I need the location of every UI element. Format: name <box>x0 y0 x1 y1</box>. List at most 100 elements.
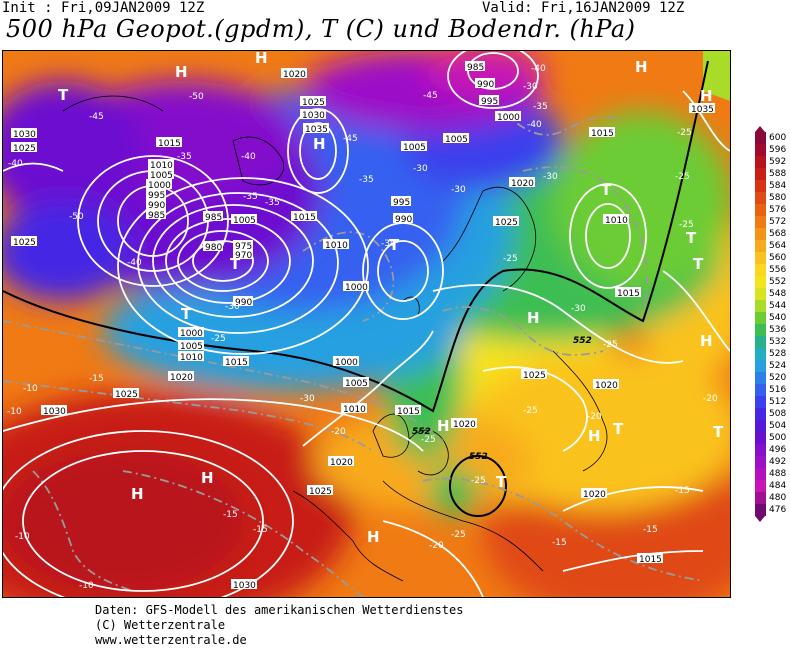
legend-label: 572 <box>769 217 787 227</box>
legend-swatch <box>755 324 766 336</box>
legend-entry: 568 <box>749 228 789 240</box>
isotherms <box>3 110 704 597</box>
temp-label: -25 <box>451 530 466 540</box>
legend-label: 588 <box>769 169 787 179</box>
legend-entry: 584 <box>749 180 789 192</box>
legend-swatch <box>755 288 766 300</box>
isobar-label: 1000 <box>180 329 203 339</box>
temp-label: -25 <box>211 334 226 344</box>
temp-label: -30 <box>300 394 315 404</box>
temp-label: -25 <box>677 128 692 138</box>
high-marker: H <box>700 332 713 350</box>
legend-entry: 552 <box>749 276 789 288</box>
high-marker: H <box>437 417 450 435</box>
legend-swatch <box>755 372 766 384</box>
high-marker: H <box>131 485 144 503</box>
legend-entry: 572 <box>749 216 789 228</box>
legend-label: 540 <box>769 313 787 323</box>
isobar-label: 1030 <box>43 407 66 417</box>
isobar-label: 990 <box>477 80 494 90</box>
high-marker: H <box>527 309 540 327</box>
temp-label: -15 <box>552 538 567 548</box>
temp-label: -30 <box>451 185 466 195</box>
init-time: Init : Fri,09JAN2009 12Z <box>2 0 205 16</box>
legend-entry: 508 <box>749 408 789 420</box>
temp-label: -30 <box>381 239 396 249</box>
legend-entry: 576 <box>749 204 789 216</box>
isobar-label: 1025 <box>309 487 332 497</box>
legend-entry: 516 <box>749 384 789 396</box>
temp-label: -20 <box>703 394 718 404</box>
isobar-label: 995 <box>148 191 165 201</box>
footer: Daten: GFS-Modell des amerikanischen Wet… <box>95 603 463 648</box>
low-marker: T <box>496 473 507 491</box>
legend-entry: 588 <box>749 168 789 180</box>
isobar-label: 1025 <box>495 218 518 228</box>
legend-label: 480 <box>769 493 787 503</box>
temp-label: -10 <box>79 581 94 591</box>
legend-label: 492 <box>769 457 787 467</box>
legend-swatch <box>755 468 766 480</box>
legend-entry: 520 <box>749 372 789 384</box>
temp-label: -40 <box>8 159 23 169</box>
legend-entry: 500 <box>749 432 789 444</box>
temp-label: -15 <box>223 510 238 520</box>
temp-label: -35 <box>359 175 374 185</box>
legend-label: 564 <box>769 241 787 251</box>
isobar-label: 990 <box>235 298 252 308</box>
isobar-label: 1020 <box>595 381 618 391</box>
temp-label: -30 <box>225 302 240 312</box>
isobar-label: 1025 <box>115 390 138 400</box>
isobar-label: 1005 <box>403 143 426 153</box>
weather-map: 1020 1025 1030 1035 1030 1025 1015 1010 … <box>2 50 731 598</box>
isobar-label: 1000 <box>345 283 368 293</box>
temp-label: -30 <box>571 304 586 314</box>
isobar-label: 1010 <box>150 161 173 171</box>
legend-label: 504 <box>769 421 787 431</box>
temp-label: -25 <box>421 435 436 445</box>
legend-entry: 592 <box>749 156 789 168</box>
isobar-label: 1015 <box>617 289 640 299</box>
temp-label: -45 <box>343 134 358 144</box>
legend-swatch <box>755 396 766 408</box>
legend-label: 484 <box>769 481 787 491</box>
legend-swatch <box>755 216 766 228</box>
legend-swatch <box>755 312 766 324</box>
high-marker: H <box>635 58 648 76</box>
legend-label: 500 <box>769 433 787 443</box>
low-marker: T <box>389 236 400 254</box>
isobar-label: 975 <box>235 242 252 252</box>
isobar-label: 985 <box>467 63 484 73</box>
legend-swatch <box>755 360 766 372</box>
isobar-label: 1005 <box>150 171 173 181</box>
temp-label: -20 <box>331 427 346 437</box>
isobar-label: 1030 <box>302 111 325 121</box>
low-marker: T <box>601 181 612 199</box>
legend-entry: 532 <box>749 336 789 348</box>
high-marker: H <box>313 135 326 153</box>
legend-label: 580 <box>769 193 787 203</box>
isobar-label: 985 <box>148 211 165 221</box>
temp-label: -25 <box>603 340 618 350</box>
legend-label: 508 <box>769 409 787 419</box>
legend-label: 560 <box>769 253 787 263</box>
pressure-centers: H H H T H H T T T H T H T T T H H T T H … <box>58 51 724 546</box>
temp-label: -10 <box>23 384 38 394</box>
legend-label: 528 <box>769 349 787 359</box>
temp-label: -35 <box>243 192 258 202</box>
map-labels: 1020 1025 1030 1035 1030 1025 1015 1010 … <box>7 61 718 591</box>
legend-label: 520 <box>769 373 787 383</box>
temp-label: -15 <box>89 374 104 384</box>
legend-swatch <box>755 252 766 264</box>
isobar-label: 990 <box>148 201 165 211</box>
legend-entry: 484 <box>749 480 789 492</box>
legend-swatch <box>755 336 766 348</box>
temp-label: -35 <box>265 198 280 208</box>
temp-label: -25 <box>471 476 486 486</box>
temp-label: -15 <box>643 525 658 535</box>
legend-entry: 580 <box>749 192 789 204</box>
isobar-label: 1025 <box>13 144 36 154</box>
valid-time: Valid: Fri,16JAN2009 12Z <box>482 0 685 16</box>
high-marker: H <box>367 528 380 546</box>
temp-label: -25 <box>675 172 690 182</box>
